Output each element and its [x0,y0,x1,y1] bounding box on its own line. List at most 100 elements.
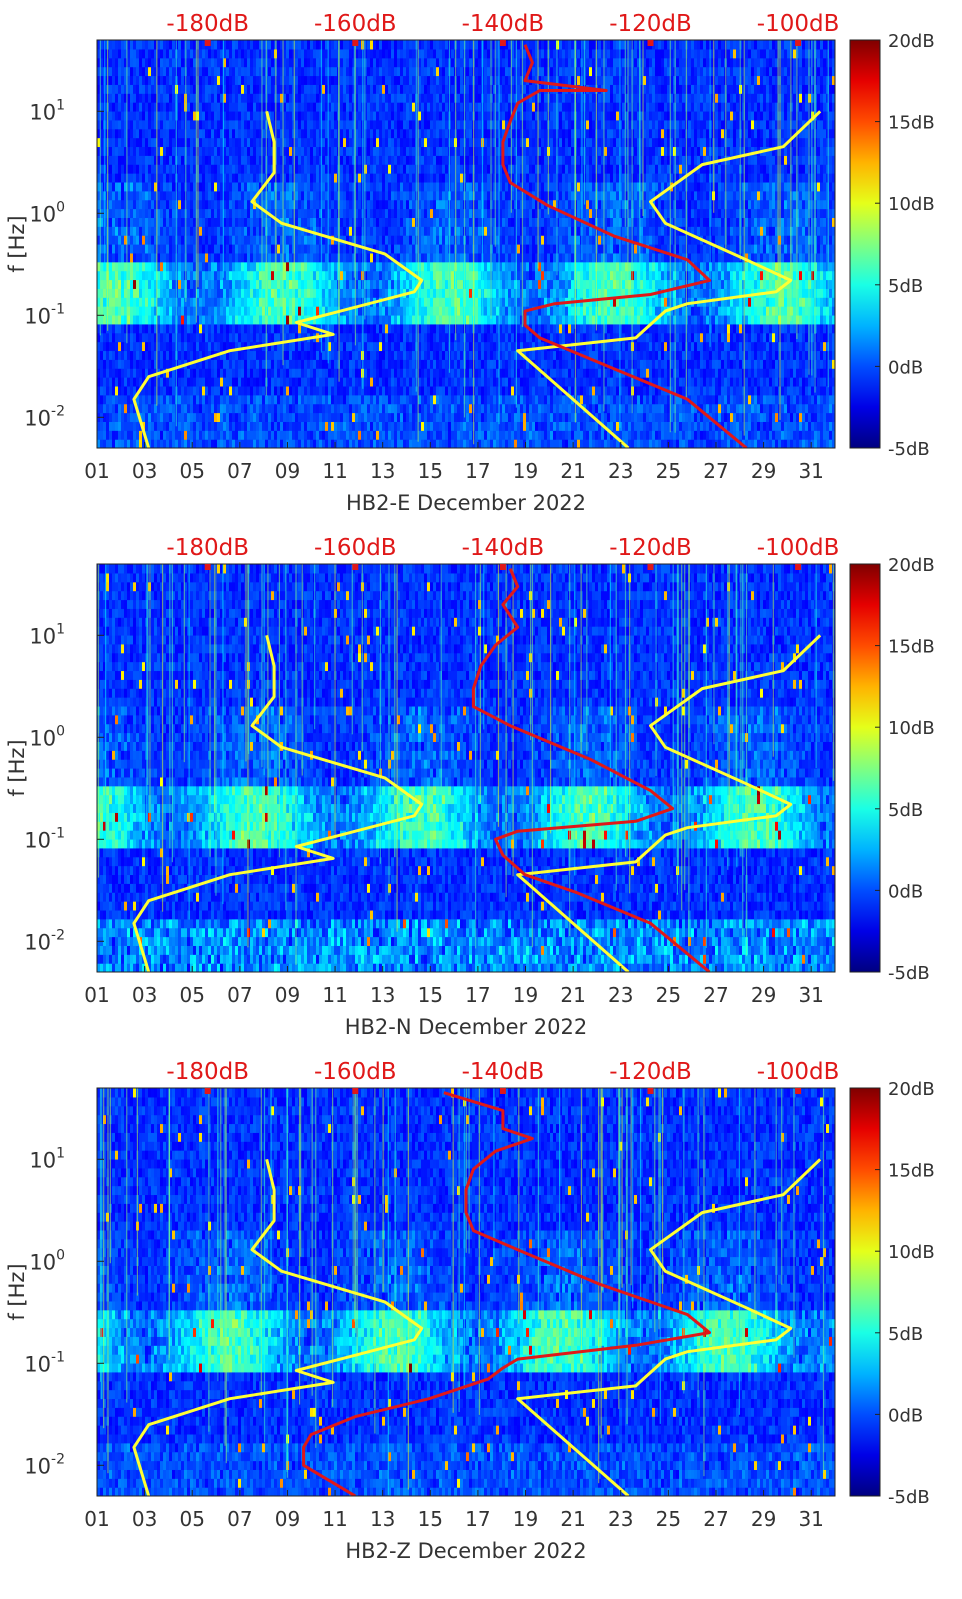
y-tick-label: 101 [29,97,65,124]
x-tick-label: 25 [656,459,681,483]
top-axis-tick-mark [795,40,802,46]
x-tick-label: 29 [751,459,776,483]
spectrogram-texture [97,564,835,972]
top-axis-tick-mark [499,1088,506,1094]
top-axis-db-label: -120dB [609,1059,692,1085]
x-tick-label: 25 [656,983,681,1007]
x-tick-label: 01 [84,983,109,1007]
series-line-2 [516,1158,822,1496]
top-axis-db-label: -140dB [462,11,545,37]
colorbar-tick-label: 0dB [888,1405,923,1426]
x-tick-label: 03 [132,983,157,1007]
spectrogram-panel-1: 01 03 05 07 09 11 13 15 17 19 21 23 25 27 29 31 HB2-E De… [0,0,962,533]
x-tick-label: 07 [227,983,252,1007]
top-axis-tick-mark [352,564,359,570]
colorbar-tick-label: 15dB [888,1161,935,1182]
x-tick-label: 11 [322,459,347,483]
x-tick-label: 05 [179,983,204,1007]
colorbar-tick-label: 10dB [888,1242,935,1263]
series-line-3 [471,568,711,972]
top-axis-tick-mark [647,40,654,46]
x-tick-label: 03 [132,1507,157,1531]
top-axis-db-label: -160dB [314,535,397,561]
colorbar-tick-label: 5dB [888,1324,923,1345]
plot-frame [96,563,836,973]
spectrogram-svg: 01 03 05 07 09 11 13 15 17 19 21 23 25 27 29 31 HB2-Z De… [5,1059,935,1563]
colorbar-tick-label: 5dB [888,800,923,821]
x-tick-label: 05 [179,1507,204,1531]
colorbar-tick-label: -5dB [888,1487,930,1508]
y-tick-label: 101 [29,1145,65,1172]
x-tick-label: 05 [179,459,204,483]
x-tick-label: 07 [227,459,252,483]
colorbar-tick-label: 20dB [888,31,935,52]
x-tick-label: 31 [798,1507,823,1531]
spectrogram-svg: 01 03 05 07 09 11 13 15 17 19 21 23 25 27 29 31 HB2-N De… [5,535,935,1039]
x-tick-label: 09 [275,1507,300,1531]
colorbar-tick-label: -5dB [888,439,930,460]
series-line-3 [501,44,748,448]
x-tick-label: 23 [608,459,633,483]
top-axis-tick-mark [795,564,802,570]
x-tick-label: 29 [751,1507,776,1531]
x-tick-label: 01 [84,459,109,483]
x-tick-label: 19 [513,1507,538,1531]
x-tick-label: 21 [560,1507,585,1531]
y-tick-label: 10-2 [24,1451,65,1478]
top-axis-tick-mark [647,1088,654,1094]
top-axis-db-label: -140dB [462,1059,545,1085]
y-axis-label: f [Hz] [5,739,29,796]
x-tick-label: 07 [227,1507,252,1531]
spectrogram-texture [97,40,835,448]
top-axis-tick-mark [204,1088,211,1094]
spectrogram-svg: 01 03 05 07 09 11 13 15 17 19 21 23 25 27 29 31 HB2-E De… [5,11,935,515]
top-axis-db-label: -140dB [462,535,545,561]
spectrogram-panel-3: 01 03 05 07 09 11 13 15 17 19 21 23 25 27 29 31 HB2-Z De… [0,1048,962,1581]
y-tick-label: 101 [29,621,65,648]
colorbar-tick-label: 0dB [888,357,923,378]
top-axis-db-label: -100dB [757,535,840,561]
x-tick-label: 19 [513,983,538,1007]
top-axis-tick-mark [499,40,506,46]
x-tick-label: 17 [465,459,490,483]
top-axis-db-label: -100dB [757,11,840,37]
top-axis-db-label: -180dB [166,535,249,561]
top-axis-db-label: -180dB [166,11,249,37]
y-axis-label: f [Hz] [5,215,29,272]
colorbar [849,1087,881,1497]
x-tick-label: 13 [370,1507,395,1531]
top-axis-tick-mark [352,1088,359,1094]
colorbar-tick-label: 20dB [888,1079,935,1100]
y-tick-label: 10-1 [24,825,65,852]
y-axis-label: f [Hz] [5,1263,29,1320]
top-axis-db-label: -100dB [757,1059,840,1085]
colorbar-tick-label: 0dB [888,881,923,902]
x-tick-label: 27 [703,983,728,1007]
x-tick-label: 23 [608,1507,633,1531]
top-axis-db-label: -120dB [609,11,692,37]
spectrogram-panel-2: 01 03 05 07 09 11 13 15 17 19 21 23 25 27 29 31 HB2-N De… [0,524,962,1057]
x-tick-label: 27 [703,459,728,483]
x-tick-label: 21 [560,459,585,483]
x-tick-label: 19 [513,459,538,483]
top-axis-tick-mark [647,564,654,570]
x-tick-label: 09 [275,459,300,483]
series-line-2 [516,110,822,448]
y-tick-label: 10-2 [24,403,65,430]
colorbar-tick-label: -5dB [888,963,930,984]
top-axis-tick-mark [795,1088,802,1094]
top-axis-db-label: -160dB [314,11,397,37]
x-tick-label: 27 [703,1507,728,1531]
x-tick-label: 11 [322,983,347,1007]
x-tick-label: 31 [798,983,823,1007]
x-tick-label: 15 [418,1507,443,1531]
x-tick-label: 11 [322,1507,347,1531]
x-tick-label: 23 [608,983,633,1007]
top-axis-db-label: -180dB [166,1059,249,1085]
colorbar-tick-label: 10dB [888,194,935,215]
y-tick-label: 10-1 [24,301,65,328]
top-axis-tick-mark [352,40,359,46]
x-tick-label: 25 [656,1507,681,1531]
x-tick-label: 15 [418,983,443,1007]
colorbar-tick-label: 5dB [888,276,923,297]
